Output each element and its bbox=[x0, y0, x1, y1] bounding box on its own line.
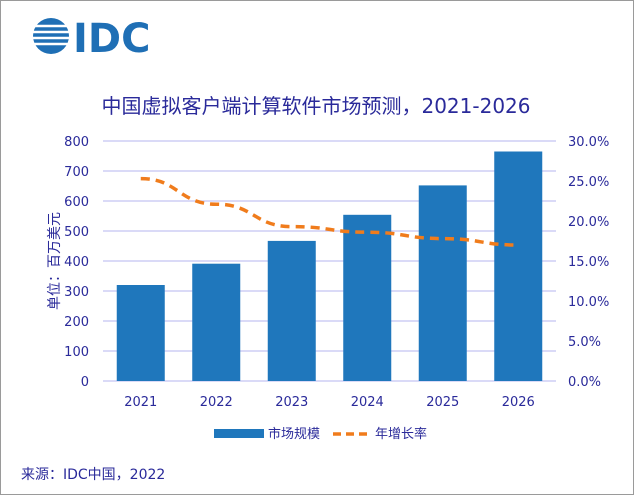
y-axis-label: 单位：百万美元 bbox=[47, 212, 63, 310]
y-tick-label: 400 bbox=[64, 255, 89, 270]
y2-tick-label: 15.0% bbox=[568, 255, 609, 270]
y-tick-label: 100 bbox=[64, 345, 89, 360]
y2-tick-label: 25.0% bbox=[568, 175, 609, 190]
legend-label-line: 年增长率 bbox=[375, 426, 427, 442]
legend-swatch-bar bbox=[214, 429, 264, 438]
y2-tick-label: 30.0% bbox=[568, 135, 609, 150]
y2-tick-label: 0.0% bbox=[568, 375, 601, 390]
bar-2022 bbox=[192, 263, 241, 381]
x-tick-label: 2021 bbox=[124, 395, 157, 410]
y-tick-label: 600 bbox=[64, 195, 89, 210]
y-tick-label: 500 bbox=[64, 225, 89, 240]
x-tick-label: 2026 bbox=[502, 395, 535, 410]
y2-tick-label: 20.0% bbox=[568, 215, 609, 230]
y-tick-label: 800 bbox=[64, 135, 89, 150]
bar-2021 bbox=[116, 285, 165, 381]
y-tick-label: 300 bbox=[64, 285, 89, 300]
y2-tick-label: 10.0% bbox=[568, 295, 609, 310]
x-tick-label: 2024 bbox=[351, 395, 384, 410]
growth-rate-line bbox=[140, 176, 519, 247]
legend: 市场规模 年增长率 bbox=[214, 426, 427, 442]
legend-label-bar: 市场规模 bbox=[268, 426, 320, 442]
svg-text:IDC: IDC bbox=[73, 16, 150, 62]
y-tick-label: 200 bbox=[64, 315, 89, 330]
y2-tick-label: 5.0% bbox=[568, 335, 601, 350]
bar-2025 bbox=[418, 185, 467, 381]
chart-title: 中国虚拟客户端计算软件市场预测，2021-2026 bbox=[101, 94, 530, 118]
bar-2026 bbox=[494, 151, 543, 381]
idc-logo: IDC bbox=[31, 16, 150, 62]
x-tick-label: 2023 bbox=[275, 395, 308, 410]
y-tick-label: 0 bbox=[81, 375, 89, 390]
bar-2023 bbox=[267, 240, 316, 381]
x-tick-label: 2022 bbox=[200, 395, 233, 410]
y-tick-label: 700 bbox=[64, 165, 89, 180]
source-note: 来源：IDC中国，2022 bbox=[21, 467, 165, 483]
x-tick-label: 2025 bbox=[426, 395, 459, 410]
bar-2024 bbox=[343, 214, 392, 381]
